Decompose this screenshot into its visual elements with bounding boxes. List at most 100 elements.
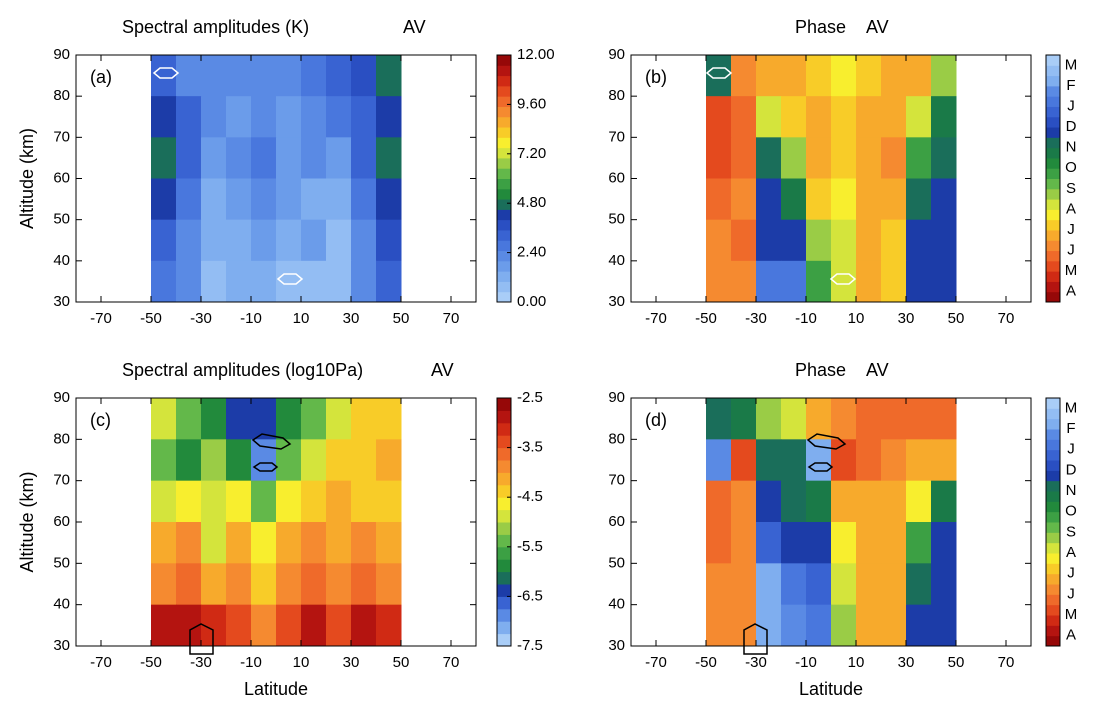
y-tick-label: 90	[608, 46, 625, 63]
cell	[781, 439, 807, 482]
cell	[806, 563, 832, 606]
colorbar-label: J	[1067, 97, 1075, 114]
colorbar-label: 4.80	[517, 194, 546, 211]
cell	[151, 178, 177, 221]
cell	[781, 137, 807, 179]
y-tick-label: 50	[53, 554, 70, 571]
x-tick-label: -50	[140, 310, 162, 327]
cell	[806, 137, 832, 179]
cell	[881, 137, 907, 179]
cell	[806, 219, 832, 262]
x-tick-label: -10	[795, 310, 817, 327]
cell	[201, 398, 227, 440]
y-tick-label: 90	[608, 389, 625, 406]
cell	[706, 398, 732, 440]
cell	[376, 137, 402, 179]
cell	[276, 96, 302, 138]
x-tick-label: 10	[848, 310, 865, 327]
colorbar-band	[1046, 429, 1060, 440]
chart-title: Spectral amplitudes (K)	[122, 17, 309, 37]
colorbar-band	[497, 55, 511, 66]
colorbar-band	[497, 571, 511, 585]
cell	[176, 480, 202, 523]
colorbar-band	[1046, 594, 1060, 606]
cell	[326, 260, 352, 303]
colorbar-band	[497, 199, 511, 210]
cell	[756, 96, 782, 138]
colorbar-band	[1046, 260, 1060, 272]
colorbar-band	[497, 497, 511, 511]
cell	[301, 178, 327, 221]
marker	[807, 462, 834, 472]
cell	[251, 563, 277, 606]
cell	[301, 439, 327, 482]
x-tick-label: -70	[90, 654, 112, 671]
cell	[881, 563, 907, 606]
colorbar-band	[497, 484, 511, 498]
cell	[151, 398, 177, 440]
cell	[706, 137, 732, 179]
cell	[351, 563, 377, 606]
colorbar-band	[497, 127, 511, 138]
y-tick-label: 90	[53, 46, 70, 63]
colorbar-band	[497, 178, 511, 190]
cell	[226, 604, 252, 647]
x-tick-label: -10	[240, 654, 262, 671]
cell	[276, 522, 302, 564]
colorbar-band	[1046, 209, 1060, 221]
chart-title: Phase	[795, 17, 846, 37]
cell	[176, 522, 202, 564]
cell	[781, 55, 807, 97]
colorbar-band	[1046, 219, 1060, 231]
cell	[151, 55, 177, 97]
cell	[931, 563, 957, 606]
colorbar-band	[497, 219, 511, 231]
y-tick-label: 80	[53, 430, 70, 447]
cell	[251, 439, 277, 482]
colorbar-band	[1046, 137, 1060, 149]
colorbar-band	[1046, 584, 1060, 595]
x-tick-label: 70	[998, 310, 1015, 327]
cell	[326, 604, 352, 647]
colorbar-band	[1046, 449, 1060, 461]
cell	[756, 219, 782, 262]
colorbar-band	[1046, 553, 1060, 564]
cell	[226, 55, 252, 97]
cell	[251, 96, 277, 138]
colorbar-band	[497, 281, 511, 293]
x-tick-label: -30	[190, 310, 212, 327]
cell	[151, 260, 177, 303]
colorbar-band	[497, 147, 511, 159]
cell	[831, 439, 857, 482]
cell	[326, 96, 352, 138]
cell	[906, 137, 932, 179]
cell	[931, 55, 957, 97]
cell	[931, 439, 957, 482]
colorbar-band	[1046, 65, 1060, 77]
cell	[731, 260, 757, 303]
cell	[831, 563, 857, 606]
cell	[226, 96, 252, 138]
marker	[251, 433, 292, 450]
cell	[376, 563, 402, 606]
colorbar-frame	[496, 397, 512, 647]
cell	[201, 260, 227, 303]
cell	[301, 398, 327, 440]
cell	[881, 480, 907, 523]
cell	[881, 96, 907, 138]
cell	[301, 260, 327, 303]
colorbar-band	[497, 229, 511, 241]
cell	[326, 219, 352, 262]
y-tick-label: 50	[608, 211, 625, 228]
cell	[201, 480, 227, 523]
cell	[176, 260, 202, 303]
cell	[806, 96, 832, 138]
colorbar-band	[1046, 615, 1060, 626]
cell	[251, 219, 277, 262]
cell	[376, 398, 402, 440]
colorbar-band	[497, 447, 511, 461]
cell	[856, 604, 882, 647]
x-tick-label: -10	[795, 654, 817, 671]
y-tick-label: 70	[53, 128, 70, 145]
cell	[731, 55, 757, 97]
